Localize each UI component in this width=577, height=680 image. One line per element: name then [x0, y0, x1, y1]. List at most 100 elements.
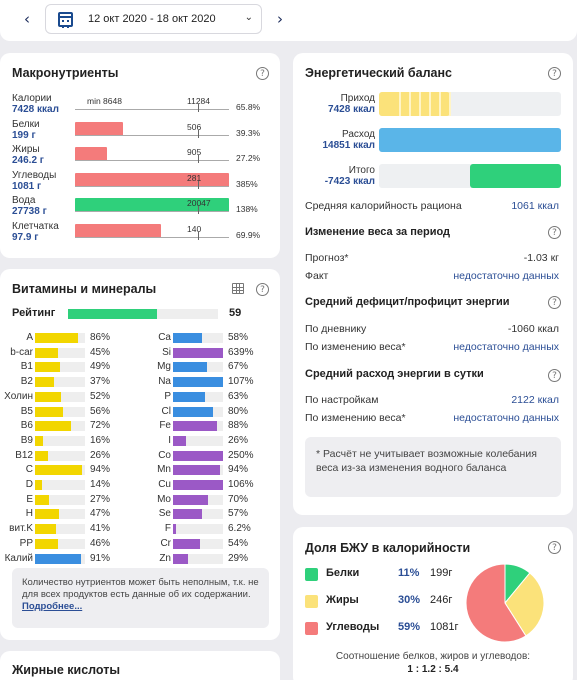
vitamin-bar-track [173, 538, 223, 549]
vitamin-bar-fill [35, 450, 48, 461]
macro-norm-label: 281 [187, 172, 202, 183]
vitamin-bar-track [173, 347, 223, 358]
vitamin-row: Na 107% [138, 376, 273, 389]
macro-bar-track: 20047 [75, 198, 229, 214]
chevron-down-icon: ⌄ [244, 12, 253, 23]
table-icon[interactable] [232, 283, 244, 294]
vitamin-bar-track [35, 435, 85, 446]
vitamin-percent: 86% [90, 332, 111, 343]
energy-bar-label: Итого -7423 ккал [324, 165, 375, 187]
vitamin-bar-fill [173, 362, 207, 373]
bju-color-swatch [305, 595, 318, 608]
macro-name: Калории 7428 ккал [12, 93, 67, 115]
macro-norm-tick [198, 206, 199, 214]
help-icon[interactable]: ? [548, 296, 561, 309]
vitamin-bar-fill [35, 391, 61, 402]
vitamin-bar-track [35, 494, 85, 505]
vitamin-row: b-car 45% [0, 347, 135, 360]
vitamin-name: PP [19, 537, 33, 549]
vitamin-name: вит.K [9, 523, 33, 535]
macro-norm-tick [198, 104, 199, 112]
vitamin-bar-track [35, 333, 85, 343]
bju-color-swatch [305, 622, 318, 635]
fatty-acids-card: Жирные кислоты [0, 651, 280, 680]
macro-norm-label: 506 [187, 121, 202, 132]
vitamin-bar-fill [173, 333, 202, 343]
diary-value: -1060 ккал [507, 323, 559, 335]
vitamin-row: I 26% [138, 435, 273, 448]
macro-percent: 27.2% [236, 153, 261, 163]
more-link[interactable]: Подробнее... [22, 601, 83, 612]
macro-norm-tick [198, 155, 199, 163]
nutrient-note: Количество нутриентов может быть неполны… [22, 577, 259, 612]
vitamin-percent: 6.2% [228, 523, 251, 535]
vitamin-bar-track [173, 362, 223, 373]
vitamin-name: Fe [159, 420, 171, 432]
vitamin-bar-track [173, 391, 223, 402]
forecast-value: -1.03 кг [523, 252, 559, 264]
macro-percent: 69.9% [236, 229, 261, 240]
vitamin-name: Zn [159, 552, 171, 564]
vitamin-name: B5 [20, 405, 33, 417]
macro-bar-fill [75, 198, 229, 212]
fact-value: недостаточно данных [453, 270, 559, 282]
macro-percent: 65.8% [236, 102, 261, 112]
macro-value: 246.2 г [12, 155, 44, 166]
next-period-arrow-icon[interactable]: › [277, 10, 283, 28]
macro-bar-track: 140 [75, 223, 229, 240]
vitamin-percent: 80% [228, 405, 249, 417]
vitamin-bar-track [173, 509, 223, 520]
date-range-picker[interactable]: 12 окт 2020 - 18 окт 2020 ⌄ [45, 4, 262, 34]
help-icon[interactable]: ? [256, 67, 269, 80]
vitamin-percent: 106% [228, 479, 254, 490]
prev-period-arrow-icon[interactable]: ‹ [24, 10, 30, 28]
help-icon[interactable]: ? [548, 369, 561, 382]
vitamin-bar-track [35, 450, 85, 461]
vitamin-bar-track [173, 406, 223, 417]
vitamin-row: Fe 88% [138, 420, 273, 433]
help-icon[interactable]: ? [256, 283, 269, 296]
help-icon[interactable]: ? [548, 541, 561, 554]
vitamin-row: P 63% [138, 391, 273, 404]
vitamin-percent: 26% [90, 449, 111, 461]
energy-bar-track [379, 92, 561, 116]
vitamin-name: Na [158, 376, 171, 388]
vitamin-row: Cl 80% [138, 406, 273, 419]
vitamin-bar-fill [35, 524, 56, 535]
rating-bar-fill [68, 309, 157, 319]
fatty-acids-title: Жирные кислоты [12, 663, 121, 677]
help-icon[interactable]: ? [548, 226, 561, 239]
energy-bar-fill [470, 164, 561, 188]
vitamin-bar-track [35, 406, 85, 417]
vitamin-percent: 639% [228, 346, 254, 358]
macro-norm-tick [198, 129, 199, 138]
settings-label: По настройкам [305, 394, 379, 406]
energy-balance-card: Энергетический баланс ? Приход 7428 ккал Р… [293, 53, 573, 515]
vitamin-row: Mn 94% [138, 464, 273, 477]
macro-name: Жиры 246.2 г [12, 144, 67, 166]
macro-row: Калории 7428 ккал min 8648 11284 65.8% [0, 93, 280, 119]
macronutrients-title: Макронутриенты [12, 66, 119, 80]
vitamin-name: Mn [157, 464, 171, 476]
vitamin-bar-fill [173, 538, 200, 549]
macro-name: Вода 27738 г [12, 195, 67, 217]
bju-grams: 199г [430, 567, 453, 579]
macro-bar-track: min 8648 11284 [75, 96, 229, 112]
vitamin-name: Cl [161, 405, 171, 417]
vitamin-bar-track [35, 465, 85, 476]
help-icon[interactable]: ? [548, 67, 561, 80]
macro-norm-tick [198, 180, 199, 189]
vitamin-percent: 56% [90, 405, 111, 417]
vitamin-bar-track [35, 480, 85, 490]
macro-row: Клетчатка 97.9 г 140 69.9% [0, 221, 280, 247]
macro-row: Углеводы 1081 г 281 385% [0, 170, 280, 196]
vitamin-percent: 91% [90, 552, 111, 564]
energy-bar-track [379, 128, 561, 152]
vitamin-bar-track [173, 494, 223, 505]
vitamin-percent: 94% [228, 464, 249, 476]
energy-bar-fill [379, 128, 561, 152]
vitamin-name: D [25, 479, 33, 490]
macro-bar-baseline [75, 211, 229, 212]
weightchange-value: недостаточно данных [453, 341, 559, 353]
vitamin-row: B1 49% [0, 361, 135, 374]
